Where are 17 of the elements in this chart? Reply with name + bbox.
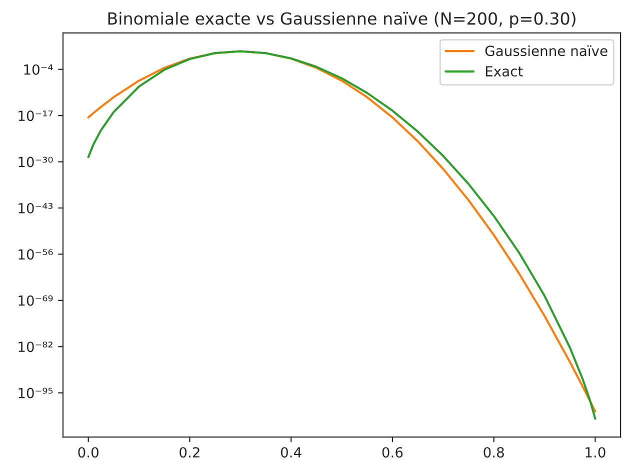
y-tick-label: 10⁻³⁰ <box>18 156 53 168</box>
y-tick-label: 10⁻⁵⁶ <box>18 249 53 260</box>
x-tick-label: 0.0 <box>78 447 98 458</box>
y-tick-label: 10⁻⁴ <box>24 64 53 75</box>
legend-label: Gaussienne naïve <box>485 45 608 56</box>
y-tick-label: 10⁻⁹⁵ <box>18 388 53 398</box>
y-tick-label: 10⁻¹⁷ <box>18 110 53 122</box>
x-tick-label: 1.0 <box>586 447 606 458</box>
x-tick-label: 0.4 <box>280 447 302 458</box>
y-tick-label: 10⁻⁸² <box>18 342 52 352</box>
x-tick-label: 0.6 <box>382 447 403 458</box>
x-tick-label: 0.2 <box>180 447 200 458</box>
x-tick-label: 0.8 <box>484 447 504 458</box>
y-tick-label: 10⁻⁴³ <box>18 202 53 214</box>
chart-title: Binomiale exacte vs Gaussienne naïve (N=200, p=0.30) <box>108 12 576 28</box>
y-tick-label: 10⁻⁶⁹ <box>18 295 53 306</box>
legend-label: Exact <box>486 66 523 77</box>
